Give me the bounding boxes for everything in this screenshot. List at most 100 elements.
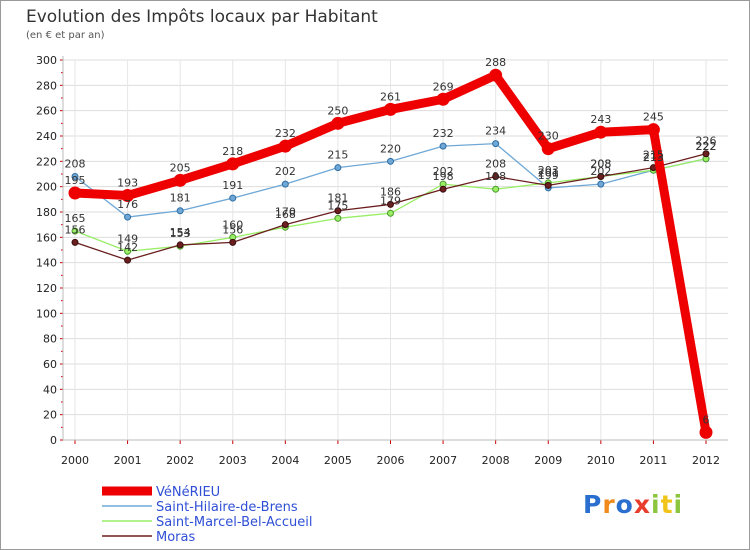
data-label: 168 xyxy=(275,208,296,221)
data-label: 232 xyxy=(433,127,454,140)
y-tick-label: 100 xyxy=(36,307,57,320)
y-tick-label: 20 xyxy=(43,409,57,422)
data-label: 208 xyxy=(590,158,611,171)
data-point xyxy=(387,157,394,165)
data-point xyxy=(281,180,289,188)
data-point xyxy=(71,227,79,235)
data-label: 220 xyxy=(380,142,401,155)
legend: VéNéRIEUSaint-Hilaire-de-BrensSaint-Marc… xyxy=(102,485,312,545)
y-tick-label: 40 xyxy=(43,383,57,396)
y-tick-label: 180 xyxy=(36,206,57,219)
data-point xyxy=(68,186,82,200)
data-label: 176 xyxy=(117,198,138,211)
data-point xyxy=(176,241,184,249)
data-label: 245 xyxy=(643,111,664,124)
x-tick-label: 2002 xyxy=(166,454,194,467)
data-point xyxy=(387,200,394,208)
data-label: 269 xyxy=(433,80,454,93)
data-point xyxy=(541,142,555,156)
y-tick-label: 260 xyxy=(36,105,57,118)
x-tick-label: 2005 xyxy=(324,454,352,467)
data-point xyxy=(597,180,605,188)
data-label: 222 xyxy=(696,140,717,153)
data-label: 170 xyxy=(275,206,296,219)
data-label: 226 xyxy=(696,135,717,148)
x-tick-label: 2001 xyxy=(114,454,142,467)
data-point xyxy=(281,221,289,229)
data-label: 160 xyxy=(222,218,243,231)
data-label: 142 xyxy=(117,241,138,254)
data-point xyxy=(384,102,397,116)
legend-label-0: VéNéRIEU xyxy=(156,485,220,500)
logo-letter: o xyxy=(615,490,634,519)
logo-letter: i xyxy=(651,490,661,519)
data-label: 208 xyxy=(485,158,506,171)
chart-title: Evolution des Impôts locaux par Habitant xyxy=(26,7,378,27)
data-point xyxy=(124,213,132,221)
legend-label-1: Saint-Hilaire-de-Brens xyxy=(156,500,298,515)
data-label: 181 xyxy=(327,192,348,205)
data-label: 198 xyxy=(433,170,454,183)
data-label: 202 xyxy=(590,165,611,178)
data-label: 149 xyxy=(117,232,138,245)
data-label: 202 xyxy=(433,165,454,178)
data-point xyxy=(702,150,710,158)
data-label: 191 xyxy=(222,179,243,192)
data-label: 261 xyxy=(380,90,401,103)
data-label: 153 xyxy=(170,227,191,240)
y-tick-label: 140 xyxy=(36,257,57,270)
y-tick-label: 120 xyxy=(36,282,57,295)
x-tick-label: 2003 xyxy=(219,454,247,467)
data-point xyxy=(124,256,132,264)
data-point xyxy=(492,185,500,193)
data-point xyxy=(173,173,187,187)
data-labels: 195 193 205 218 232 250 261 269 288 230 243 245 6 208… xyxy=(65,56,717,426)
data-point xyxy=(646,123,660,137)
x-tick-label: 2008 xyxy=(482,454,510,467)
data-label: 218 xyxy=(222,145,243,158)
plot-area xyxy=(63,60,728,440)
data-label: 288 xyxy=(485,56,506,69)
data-label: 198 xyxy=(485,170,506,183)
logo-letter: r xyxy=(602,490,616,519)
data-label: 179 xyxy=(380,194,401,207)
data-label: 156 xyxy=(222,223,243,236)
data-point xyxy=(439,185,447,193)
data-label: 202 xyxy=(275,165,296,178)
data-point xyxy=(176,207,184,215)
x-tick-label: 2011 xyxy=(639,454,667,467)
data-point xyxy=(492,173,500,181)
y-tick-label: 280 xyxy=(36,79,57,92)
data-point xyxy=(121,189,135,203)
data-label: 232 xyxy=(275,127,296,140)
data-label: 201 xyxy=(538,166,559,179)
data-label: 181 xyxy=(170,192,191,205)
y-tick-label: 200 xyxy=(36,181,57,194)
data-label: 215 xyxy=(643,149,664,162)
data-label: 186 xyxy=(380,185,401,198)
series-lines xyxy=(68,68,713,439)
chart-subtitle: (en € et par an) xyxy=(26,30,105,41)
data-point xyxy=(334,214,342,222)
y-tick-label: 220 xyxy=(36,155,57,168)
x-tick-label: 2009 xyxy=(534,454,562,467)
data-point xyxy=(387,209,394,217)
data-label: 195 xyxy=(65,174,86,187)
data-label: 205 xyxy=(170,161,191,174)
data-label: 234 xyxy=(485,125,506,138)
data-point xyxy=(278,139,292,153)
logo-letter: x xyxy=(633,490,651,519)
data-point xyxy=(544,181,552,189)
data-point xyxy=(334,207,342,215)
data-point xyxy=(226,157,240,171)
data-point xyxy=(436,92,450,106)
data-label: 208 xyxy=(65,158,86,171)
y-tick-label: 80 xyxy=(43,333,57,346)
data-point xyxy=(331,116,345,130)
data-label: 156 xyxy=(65,223,86,236)
y-tick-label: 0 xyxy=(50,434,57,447)
data-label: 175 xyxy=(327,199,348,212)
y-tick-label: 160 xyxy=(36,231,57,244)
data-label: 230 xyxy=(538,130,559,143)
data-point xyxy=(699,425,713,439)
